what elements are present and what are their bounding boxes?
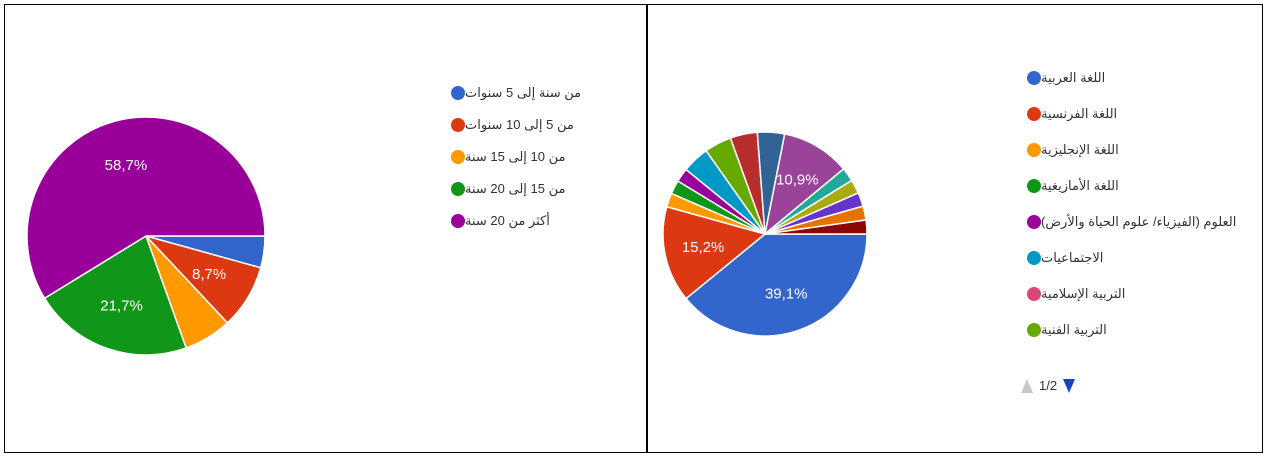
experience-legend-label-2: من 10 إلى 15 سنة [465, 149, 566, 164]
figure-frame [4, 4, 1263, 453]
subject-legend-item-7: التربية الفنية [1017, 312, 1236, 348]
subject-slice-15 [764, 219, 868, 235]
experience-data-label-1: 8,7% [192, 266, 226, 283]
experience-legend: من سنة إلى 5 سنوات من 5 إلى 10 سنوات من 10… [441, 77, 581, 237]
experience-slice-3 [43, 234, 188, 356]
subject-legend-swatch-4 [1027, 215, 1041, 229]
subject-legend-label-2: اللغة الإنجليزية [1041, 142, 1119, 157]
subject-legend-label-1: اللغة الفرنسية [1041, 106, 1118, 121]
experience-legend-item-2: من 10 إلى 15 سنة [441, 141, 581, 173]
subject-legend-label-5: الاجتماعيات [1041, 250, 1104, 265]
experience-legend-swatch-0 [451, 86, 465, 100]
subject-slice-1 [662, 205, 767, 300]
experience-legend-item-4: أكثر من 20 سنة [441, 205, 581, 237]
subject-legend-item-2: اللغة الإنجليزية [1017, 132, 1236, 168]
subject-chart-panel: 39,1% 15,2% 10,9% اللغة العربية اللغة الفرن… [649, 5, 1262, 452]
experience-pie-chart: 8,7% 21,7% 58,7% [26, 116, 266, 356]
panel-divider [646, 4, 648, 453]
experience-legend-label-4: أكثر من 20 سنة [465, 213, 550, 228]
subject-legend-label-4: العلوم (الفيزياء/ علوم الحياة والأرض) [1041, 214, 1237, 229]
experience-legend-label-0: من سنة إلى 5 سنوات [465, 85, 582, 100]
subject-legend-swatch-5 [1027, 251, 1041, 265]
subject-legend-swatch-7 [1027, 323, 1041, 337]
experience-legend-item-0: من سنة إلى 5 سنوات [441, 77, 581, 109]
subject-legend-label-7: التربية الفنية [1041, 322, 1107, 337]
subject-legend: اللغة العربية اللغة الفرنسية اللغة الإنجلي… [1017, 60, 1236, 348]
subject-legend-swatch-6 [1027, 287, 1041, 301]
subject-legend-label-0: اللغة العربية [1041, 70, 1106, 85]
pager-text: 1/2 [1039, 378, 1058, 393]
experience-legend-swatch-2 [451, 150, 465, 164]
subject-legend-item-4: العلوم (الفيزياء/ علوم الحياة والأرض) [1017, 204, 1236, 240]
subject-slice-10 [763, 133, 845, 236]
subject-legend-swatch-1 [1027, 107, 1041, 121]
pager-next-icon[interactable] [1063, 378, 1076, 393]
subject-legend-label-3: اللغة الأمازيغية [1041, 178, 1119, 193]
experience-legend-label-1: من 5 إلى 10 سنوات [465, 117, 574, 132]
subject-legend-swatch-2 [1027, 143, 1041, 157]
pager-prev-icon[interactable] [1021, 378, 1033, 393]
subject-legend-item-0: اللغة العربية [1017, 60, 1236, 96]
experience-data-label-4: 58,7% [105, 157, 148, 174]
subject-legend-item-3: اللغة الأمازيغية [1017, 168, 1236, 204]
subject-data-label-1: 15,2% [682, 239, 725, 256]
experience-legend-swatch-4 [451, 214, 465, 228]
subject-slice-0 [684, 233, 868, 337]
subject-legend-item-6: التربية الإسلامية [1017, 276, 1236, 312]
experience-legend-swatch-1 [451, 118, 465, 132]
experience-slice-4 [26, 116, 266, 300]
experience-legend-label-3: من 15 إلى 20 سنة [465, 181, 566, 196]
legend-pager: 1/2 [1021, 378, 1076, 393]
subject-pie-chart: 39,1% 15,2% 10,9% [662, 131, 868, 337]
experience-legend-item-3: من 15 إلى 20 سنة [441, 173, 581, 205]
subject-legend-swatch-3 [1027, 179, 1041, 193]
subject-legend-item-5: الاجتماعيات [1017, 240, 1236, 276]
subject-legend-swatch-0 [1027, 71, 1041, 85]
subject-data-label-10: 10,9% [776, 172, 819, 189]
experience-legend-swatch-3 [451, 182, 465, 196]
experience-chart-panel: 8,7% 21,7% 58,7% من سنة إلى 5 سنوات من 5 إل… [5, 5, 645, 452]
subject-data-label-0: 39,1% [765, 286, 808, 303]
subject-legend-item-1: اللغة الفرنسية [1017, 96, 1236, 132]
subject-legend-label-6: التربية الإسلامية [1041, 286, 1126, 301]
experience-data-label-3: 21,7% [100, 298, 143, 315]
experience-legend-item-1: من 5 إلى 10 سنوات [441, 109, 581, 141]
